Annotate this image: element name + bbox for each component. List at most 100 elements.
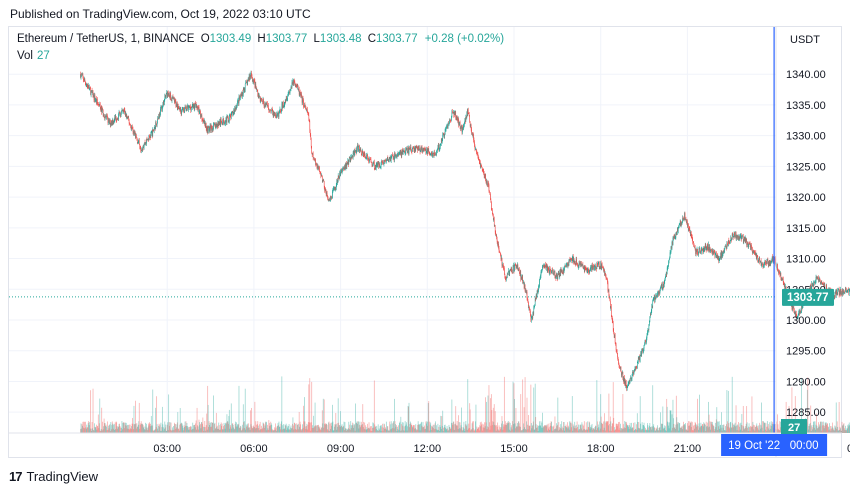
candle-body xyxy=(630,377,632,380)
volume-bar xyxy=(811,425,813,433)
volume-legend[interactable]: Vol 27 xyxy=(17,50,50,62)
volume-bar xyxy=(728,427,730,433)
volume-bar xyxy=(562,430,564,433)
volume-bar xyxy=(846,428,848,433)
candle-body xyxy=(569,259,571,262)
candle-body xyxy=(140,150,142,151)
volume-bar xyxy=(563,421,565,433)
candle-body xyxy=(557,273,559,280)
candle-body xyxy=(439,146,441,149)
volume-bar xyxy=(538,425,539,433)
volume-bar xyxy=(494,411,496,433)
candle-body xyxy=(561,269,562,272)
candle-body xyxy=(576,259,577,263)
volume-bar xyxy=(480,421,482,433)
candle-body xyxy=(348,157,350,162)
candle-body xyxy=(678,224,680,226)
candle-body xyxy=(747,242,748,244)
candle-body xyxy=(510,268,512,271)
candle-body xyxy=(667,267,668,269)
volume-bar xyxy=(169,422,171,433)
candle-body xyxy=(314,159,316,161)
volume-bar xyxy=(466,430,468,433)
volume-bar xyxy=(455,424,457,433)
volume-bar xyxy=(500,427,502,433)
price-axis[interactable]: USDT 1340.001335.001330.001325.001320.00… xyxy=(786,34,826,419)
candle-body xyxy=(176,105,177,107)
candle-body xyxy=(292,82,293,84)
volume-bar xyxy=(839,429,841,433)
candle-body xyxy=(573,258,575,262)
volume-bar xyxy=(571,396,573,433)
volume-bar xyxy=(381,425,382,433)
candle-body xyxy=(546,266,548,272)
volume-bar xyxy=(239,428,241,433)
candle-body xyxy=(662,288,663,290)
volume-bar xyxy=(95,426,97,433)
candle-body xyxy=(208,126,209,128)
candle-body xyxy=(146,138,147,144)
candle-body xyxy=(279,108,281,111)
candle-body xyxy=(718,260,720,261)
volume-bar xyxy=(135,423,137,433)
candle-body xyxy=(85,85,87,86)
candle-body xyxy=(683,218,685,221)
candle-body xyxy=(342,168,343,171)
candle-body xyxy=(407,148,409,152)
candle-body xyxy=(515,263,516,266)
volume-bar xyxy=(247,427,249,433)
volume-bar xyxy=(332,421,334,433)
volume-bar xyxy=(534,429,536,433)
candle-body xyxy=(510,268,511,271)
candle-body xyxy=(698,248,700,253)
candle-body xyxy=(525,290,526,292)
candle-body xyxy=(650,314,652,315)
volume-bar xyxy=(481,423,483,433)
candle-body xyxy=(282,102,284,107)
volume-bar xyxy=(618,421,619,433)
volume-bar xyxy=(91,421,93,433)
candle-body xyxy=(251,75,253,78)
tradingview-logo[interactable]: 17 TradingView xyxy=(9,469,98,484)
candle-body xyxy=(107,117,109,123)
volume-bar xyxy=(606,421,608,433)
candle-body xyxy=(597,263,598,265)
volume-bar xyxy=(328,422,329,433)
volume-bar xyxy=(843,423,845,433)
candle-body xyxy=(573,258,575,264)
candle-body xyxy=(370,159,372,162)
volume-bar xyxy=(334,424,336,433)
volume-bar xyxy=(424,429,426,433)
volume-bar xyxy=(575,428,577,433)
candle-body xyxy=(741,235,742,240)
volume-bar xyxy=(188,426,190,433)
volume-bar xyxy=(575,425,577,433)
volume-bar xyxy=(390,421,392,433)
candle-body xyxy=(353,150,355,155)
volume-bar xyxy=(613,417,615,433)
candle-body xyxy=(375,167,377,169)
candle-body xyxy=(815,276,817,283)
symbol-legend[interactable]: Ethereum / TetherUS, 1, BINANCE O1303.49… xyxy=(17,33,504,45)
candle-body xyxy=(465,117,467,122)
candle-body xyxy=(106,115,108,117)
candle-body xyxy=(406,147,408,152)
volume-bar xyxy=(368,428,369,433)
candle-body xyxy=(277,112,279,115)
volume-bar xyxy=(402,425,404,433)
volume-bar xyxy=(277,423,279,433)
candle-body xyxy=(543,266,544,267)
volume-bar xyxy=(175,428,177,433)
candle-body xyxy=(207,126,209,133)
volume-bar xyxy=(187,429,189,433)
volume-bar xyxy=(342,427,343,433)
volume-bar xyxy=(825,422,827,433)
candle-body xyxy=(178,108,180,110)
volume-bar xyxy=(603,427,605,433)
volume-bar xyxy=(204,421,206,433)
candle-body xyxy=(456,117,457,120)
candle-body xyxy=(88,85,89,89)
volume-bar xyxy=(749,430,751,433)
